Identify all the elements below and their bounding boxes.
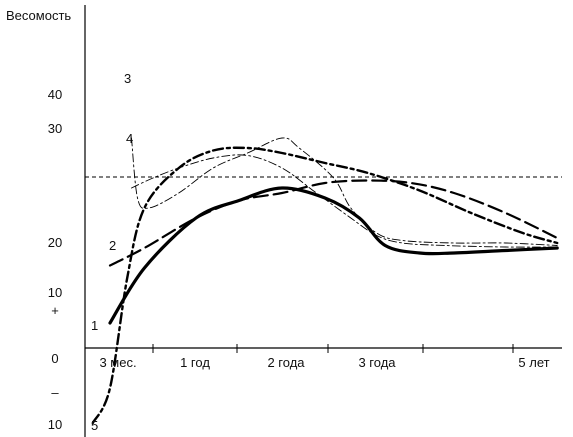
x-tick-label: 3 года — [358, 355, 396, 370]
x-tick-label: 1 год — [180, 355, 210, 370]
series-label: 4 — [126, 131, 133, 146]
series-label: 3 — [124, 71, 131, 86]
y-tick-label: 40 — [48, 87, 62, 102]
y-tick-label: 10 — [48, 417, 62, 432]
y-tick-label: 20 — [48, 235, 62, 250]
y-axis-label: Весомость — [6, 8, 71, 23]
x-tick-label: 3 мес. — [99, 355, 136, 370]
series-label: 2 — [109, 238, 116, 253]
x-tick-label: 2 года — [267, 355, 305, 370]
y-tick-label: + — [51, 303, 59, 318]
series-label: 1 — [91, 318, 98, 333]
y-tick-label: 30 — [48, 121, 62, 136]
series-line-4 — [131, 154, 558, 248]
series-line-3 — [131, 137, 558, 246]
y-tick-label: 0 — [51, 351, 58, 366]
series-line-2 — [108, 179, 559, 267]
y-tick-label: 10 — [48, 285, 62, 300]
y-tick-label: – — [51, 385, 59, 400]
series-line-5 — [91, 146, 559, 425]
x-tick-label: 5 лет — [518, 355, 549, 370]
series-line-1 — [108, 186, 559, 325]
series-label: 5 — [91, 418, 98, 433]
